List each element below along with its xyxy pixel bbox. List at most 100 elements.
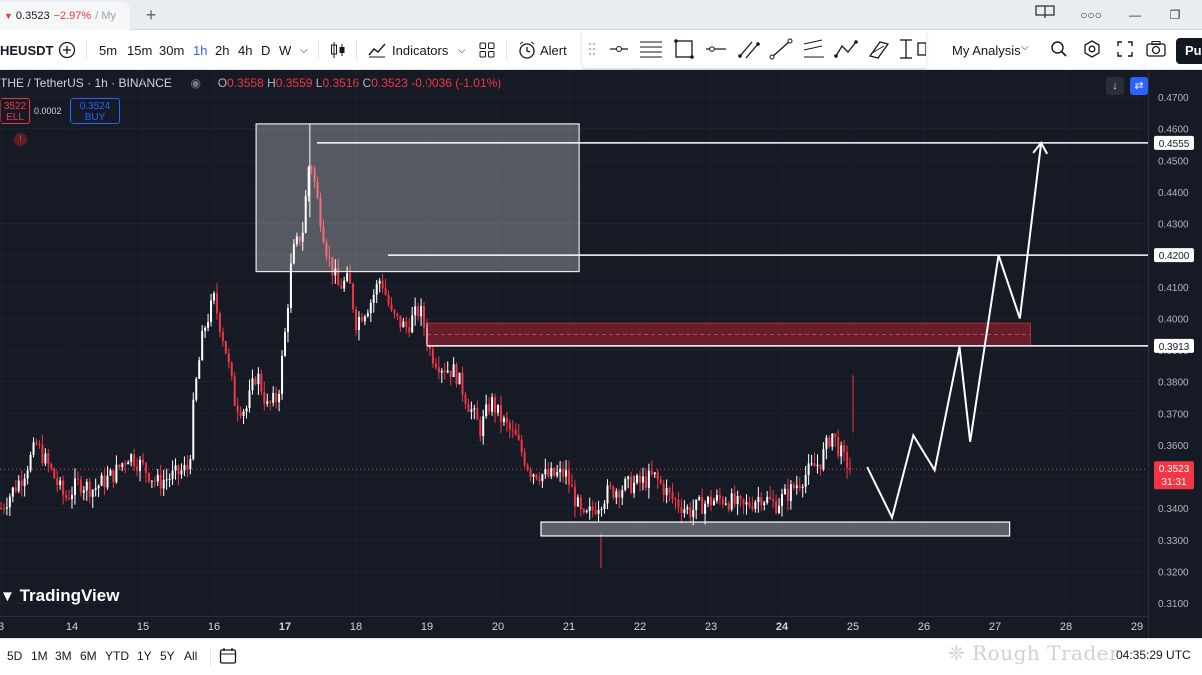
interval-5m[interactable]: 5m (99, 42, 118, 58)
chart-pane[interactable]: THE / TetherUS · 1h · BINANCE ◉ O0.3558 … (0, 70, 1202, 638)
symbol-search[interactable]: HEUSDT (0, 42, 54, 58)
candle-body (594, 510, 597, 514)
candle-body (284, 332, 286, 356)
new-tab-plus-icon[interactable]: + (145, 5, 157, 25)
y-tick-label: 0.3200 (1158, 567, 1189, 578)
current-price-tag (1154, 461, 1194, 490)
range-5d[interactable]: 5D (7, 649, 23, 663)
interval-15m[interactable]: 15m (127, 42, 153, 58)
checkbox-icon[interactable] (917, 42, 927, 56)
indicators-icon[interactable] (368, 30, 386, 70)
candle-body (171, 470, 174, 479)
candle-body (417, 306, 420, 317)
measure-tool-icon[interactable] (900, 39, 912, 59)
interval-w[interactable]: W (279, 42, 292, 58)
x-tick-label: 27 (989, 621, 1001, 633)
horizontal-line-icon[interactable] (706, 46, 726, 52)
indicators-chevron-icon[interactable]: ⌵ (458, 44, 466, 56)
range-all[interactable]: All (184, 649, 198, 663)
candle-body (837, 436, 840, 457)
pitchfork-icon[interactable] (803, 39, 824, 58)
fullscreen-icon[interactable] (1116, 40, 1134, 63)
restore-window-icon[interactable]: ❐ (1169, 8, 1181, 22)
y-tick-label: 0.3300 (1158, 536, 1189, 547)
browser-tab[interactable]: ▼ 0.3523 −2.97% / My (0, 2, 130, 30)
browser-tab-strip: ▼ 0.3523 −2.97% / My + ○○○ — ❐ (0, 0, 1202, 30)
candle-body (535, 474, 538, 479)
candle-body (215, 293, 218, 314)
candle-body (213, 293, 215, 301)
compare-add-icon[interactable] (58, 30, 76, 70)
candle-body (618, 491, 621, 498)
candle-body (470, 409, 473, 412)
quick-search-icon[interactable] (1050, 40, 1068, 63)
candle-body (819, 464, 822, 470)
price-axis[interactable] (1148, 70, 1202, 638)
parallel-channel-icon[interactable] (738, 41, 760, 59)
candle-body (600, 508, 603, 510)
time-axis[interactable] (0, 616, 1148, 638)
range-6m[interactable]: 6M (80, 649, 97, 663)
candle-body (665, 488, 668, 496)
x-tick-label: 23 (705, 621, 717, 633)
publish-button[interactable]: Pu (1176, 38, 1202, 64)
trend-line-icon[interactable] (769, 38, 793, 60)
candle-body (124, 463, 127, 465)
range-1m[interactable]: 1M (31, 649, 48, 663)
candle-body (692, 509, 695, 518)
candle-body (579, 497, 582, 510)
layout-name[interactable]: My Analysis (952, 42, 1021, 58)
candle-body (511, 429, 514, 431)
x-tick-label: 3 (0, 621, 4, 633)
buy-label: BUY (84, 112, 106, 123)
path-tool-icon[interactable] (834, 40, 858, 58)
brush-tool-icon[interactable] (868, 41, 890, 59)
goto-date-calendar-icon[interactable] (219, 647, 237, 668)
candle-body (204, 327, 207, 331)
layout-screens-icon[interactable] (1032, 4, 1058, 26)
range-5y[interactable]: 5Y (160, 649, 175, 663)
interval-1h[interactable]: 1h (193, 42, 208, 58)
rectangle-tool-icon[interactable] (674, 39, 694, 59)
interval-2h[interactable]: 2h (215, 42, 230, 58)
alert-button[interactable]: Alert (540, 42, 567, 58)
indicators-button[interactable]: Indicators (392, 42, 449, 58)
snapshot-camera-icon[interactable] (1146, 40, 1166, 63)
fib-retracement-icon[interactable] (640, 41, 662, 58)
candle-body (440, 370, 443, 373)
candle-body (62, 480, 65, 496)
candle-body (704, 503, 707, 514)
templates-grid-icon[interactable] (479, 30, 495, 70)
interval-30m[interactable]: 30m (159, 42, 185, 58)
interval-d[interactable]: D (261, 42, 271, 58)
candle-body (65, 495, 68, 499)
candle-body (781, 494, 783, 506)
candle-body (207, 322, 210, 328)
alert-warning-icon[interactable]: ! (14, 133, 27, 146)
alert-clock-icon[interactable] (518, 30, 536, 70)
buy-button[interactable]: 0.3524 BUY (70, 98, 120, 124)
scroll-down-arrow-icon[interactable]: ↓ (1106, 77, 1124, 95)
range-ytd[interactable]: YTD (105, 649, 129, 663)
candles-chart-type-icon[interactable] (330, 30, 346, 70)
settings-gear-icon[interactable] (1083, 40, 1101, 63)
range-1y[interactable]: 1Y (137, 649, 152, 663)
horizontal-ray-icon[interactable] (610, 46, 628, 52)
candle-body (41, 444, 44, 464)
eye-icon[interactable]: ◉ (190, 76, 201, 90)
candle-body (275, 392, 278, 403)
utc-clock[interactable]: 04:35:29 UTC (1116, 648, 1191, 662)
minimize-icon[interactable]: — (1129, 8, 1141, 22)
layout-chevron-icon[interactable]: ⌵ (1021, 42, 1029, 53)
candle-body (94, 488, 97, 491)
interval-dropdown-chevron-icon[interactable]: ⌵ (300, 44, 308, 56)
sync-icon[interactable]: ⇄ (1130, 77, 1148, 95)
candle-body (414, 306, 417, 316)
drag-handle-icon[interactable] (589, 43, 595, 55)
y-tick-label: 0.4400 (1158, 188, 1189, 199)
candle-body (56, 478, 59, 485)
more-options-icon[interactable]: ○○○ (1080, 8, 1102, 22)
range-3m[interactable]: 3M (55, 649, 72, 663)
candle-body (783, 488, 786, 495)
interval-4h[interactable]: 4h (238, 42, 253, 58)
